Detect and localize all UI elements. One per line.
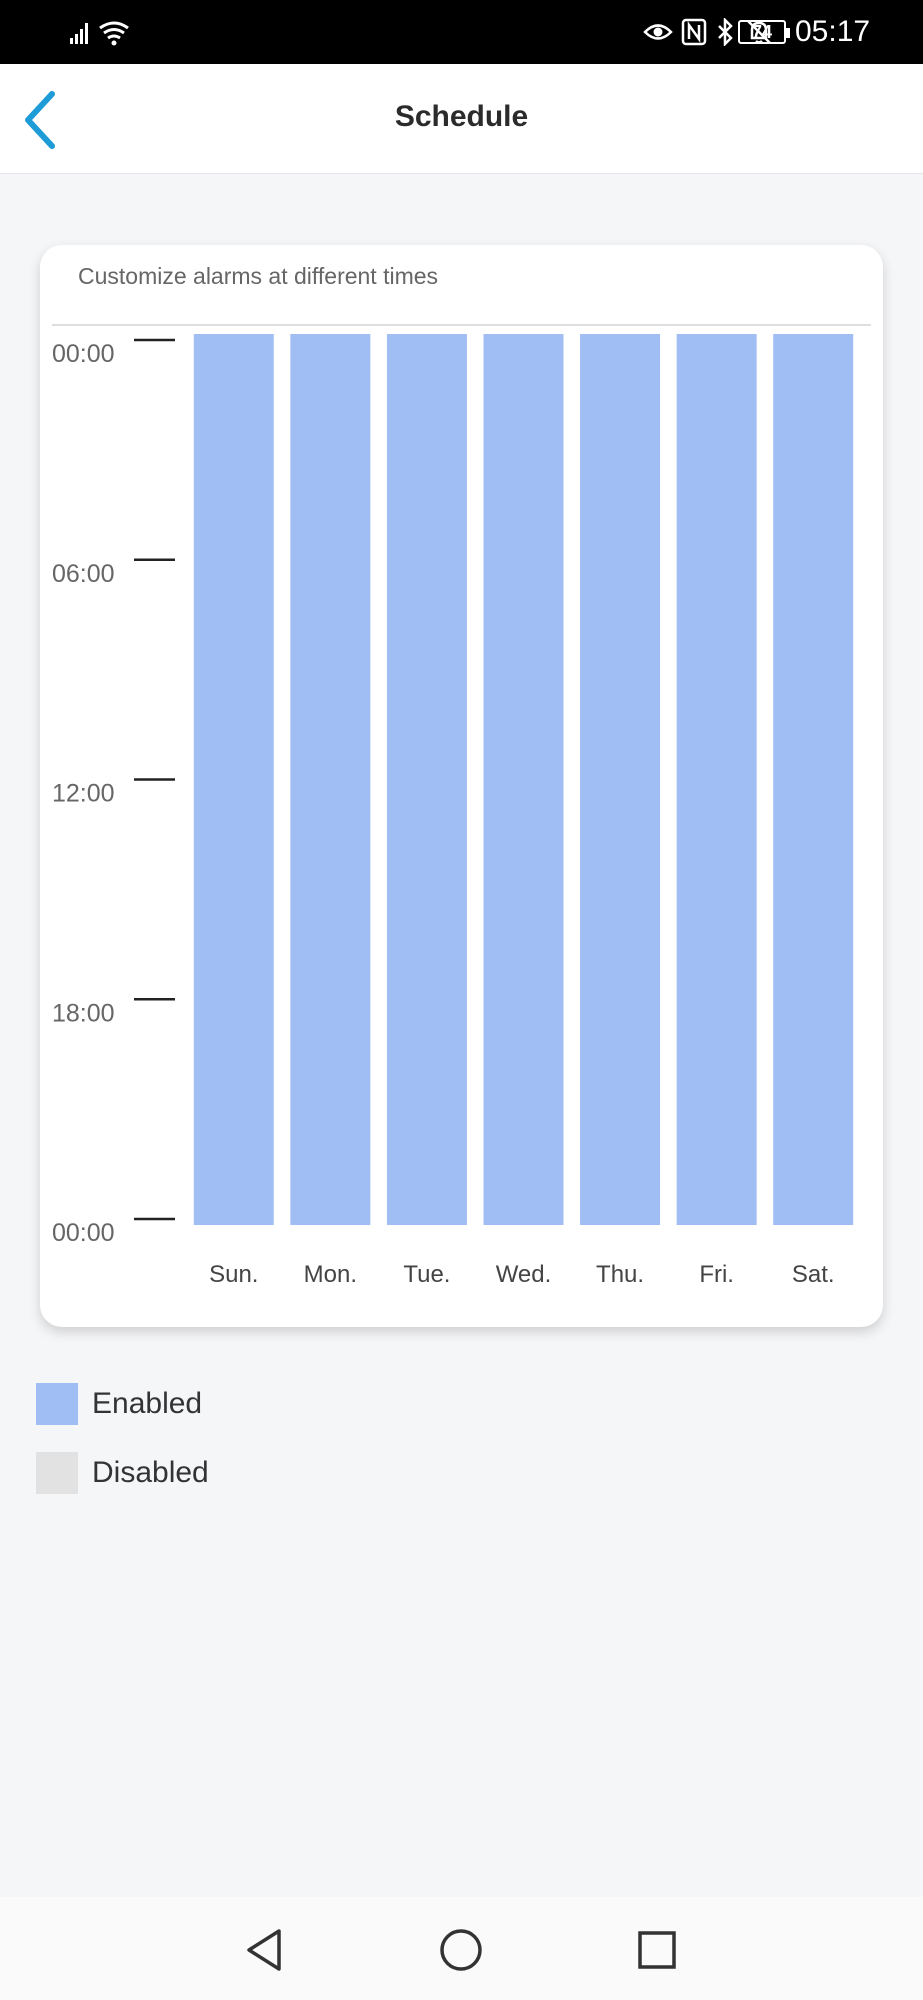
day-bar[interactable] — [193, 334, 274, 1225]
square-recents-icon[interactable] — [632, 1925, 682, 1975]
battery-indicator: 74 — [738, 20, 790, 44]
page-title: Schedule — [394, 100, 529, 133]
legend-item-disabled: Disabled — [36, 1452, 209, 1494]
day-bar[interactable] — [773, 334, 854, 1225]
legend: Enabled Disabled — [36, 1383, 209, 1521]
y-tick-label: 06:00 — [52, 560, 115, 588]
legend-label-enabled: Enabled — [92, 1387, 203, 1420]
enabled-swatch — [36, 1383, 78, 1425]
disabled-swatch — [36, 1452, 78, 1494]
schedule-chart[interactable]: 00:00 06:00 12:00 18:00 00:00 Sun. Mon. Tue. Wed… — [40, 245, 883, 1327]
chevron-left-icon[interactable] — [16, 90, 76, 150]
day-bar[interactable] — [580, 334, 661, 1225]
card-divider — [52, 324, 871, 326]
app-header: Schedule — [0, 64, 923, 174]
status-clock: 05:17 — [795, 15, 871, 48]
x-tick-label: Wed. — [496, 1261, 552, 1288]
y-tick-label: 18:00 — [52, 999, 115, 1027]
legend-item-enabled: Enabled — [36, 1383, 209, 1425]
day-bar[interactable] — [483, 334, 564, 1225]
legend-label-disabled: Disabled — [92, 1456, 209, 1489]
eye-icon — [643, 24, 673, 40]
y-tick-label: 00:00 — [52, 1219, 115, 1247]
x-tick-label: Thu. — [596, 1261, 644, 1288]
card-subtitle: Customize alarms at different times — [78, 263, 439, 289]
y-tick-label: 00:00 — [52, 340, 115, 368]
x-tick-label: Mon. — [304, 1261, 357, 1288]
circle-home-icon[interactable] — [436, 1925, 486, 1975]
system-nav-bar — [0, 1897, 923, 2000]
bluetooth-icon — [718, 18, 733, 46]
y-tick-label: 12:00 — [52, 780, 115, 808]
triangle-back-icon[interactable] — [239, 1925, 289, 1975]
nfc-icon — [681, 18, 707, 46]
x-tick-label: Sun. — [209, 1261, 258, 1288]
day-bar[interactable] — [290, 334, 371, 1225]
x-tick-label: Tue. — [403, 1261, 450, 1288]
x-tick-label: Fri. — [699, 1261, 734, 1288]
signal-wifi-icon — [70, 21, 129, 46]
schedule-card: Customize alarms at different times 00:0… — [40, 245, 883, 1327]
x-tick-label: Sat. — [792, 1261, 835, 1288]
day-bar[interactable] — [386, 334, 467, 1225]
status-bar: 74 05:17 — [0, 0, 923, 64]
day-bar[interactable] — [676, 334, 757, 1225]
